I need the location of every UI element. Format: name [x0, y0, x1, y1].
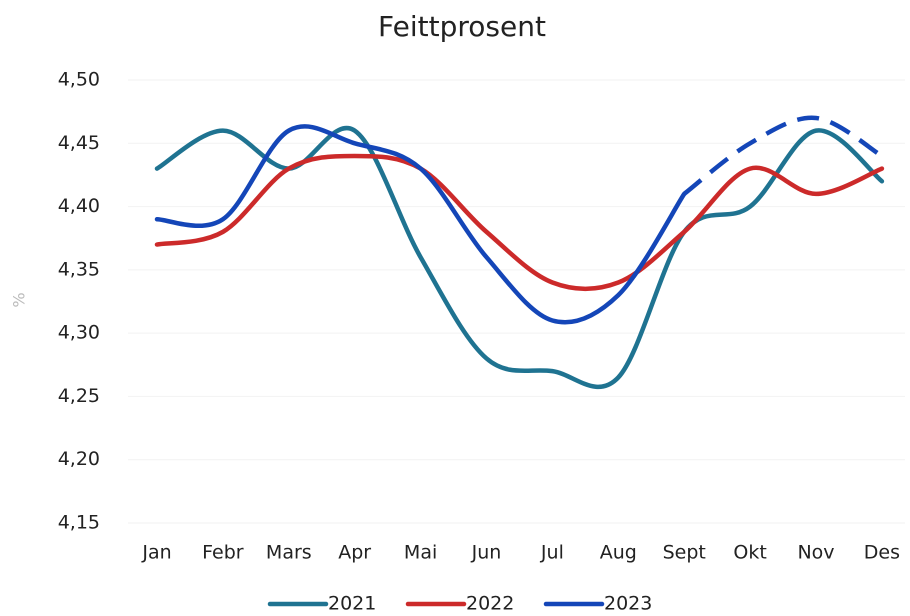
y-tick-label: 4,50 — [58, 69, 100, 91]
x-tick-label: Jun — [471, 542, 502, 564]
x-tick-label: Des — [864, 542, 900, 564]
y-axis-label: % — [10, 292, 29, 307]
x-tick-label: Okt — [733, 542, 766, 564]
y-tick-label: 4,15 — [58, 512, 100, 534]
x-tick-label: Aug — [600, 542, 637, 564]
legend-label: 2022 — [466, 593, 514, 615]
x-tick-label: Jul — [540, 542, 564, 564]
y-tick-label: 4,40 — [58, 195, 100, 217]
series-line — [154, 153, 885, 292]
y-tick-label: 4,35 — [58, 258, 100, 280]
chart-title: Feittprosent — [378, 10, 546, 43]
legend-label: 2023 — [604, 593, 652, 615]
y-tick-label: 4,30 — [58, 322, 100, 344]
legend-label: 2021 — [328, 593, 376, 615]
x-tick-label: Nov — [797, 542, 834, 564]
y-tick-label: 4,45 — [58, 132, 100, 154]
y-tick-label: 4,25 — [58, 385, 100, 407]
series-line — [682, 115, 884, 196]
x-tick-label: Mars — [266, 542, 312, 564]
x-tick-label: Mai — [404, 542, 437, 564]
x-tick-label: Sept — [663, 542, 706, 564]
series-line — [154, 124, 687, 325]
series-line — [154, 125, 885, 390]
x-tick-label: Febr — [202, 542, 244, 564]
x-tick-label: Jan — [141, 542, 171, 564]
y-tick-label: 4,20 — [58, 448, 100, 470]
x-tick-label: Apr — [338, 542, 371, 564]
